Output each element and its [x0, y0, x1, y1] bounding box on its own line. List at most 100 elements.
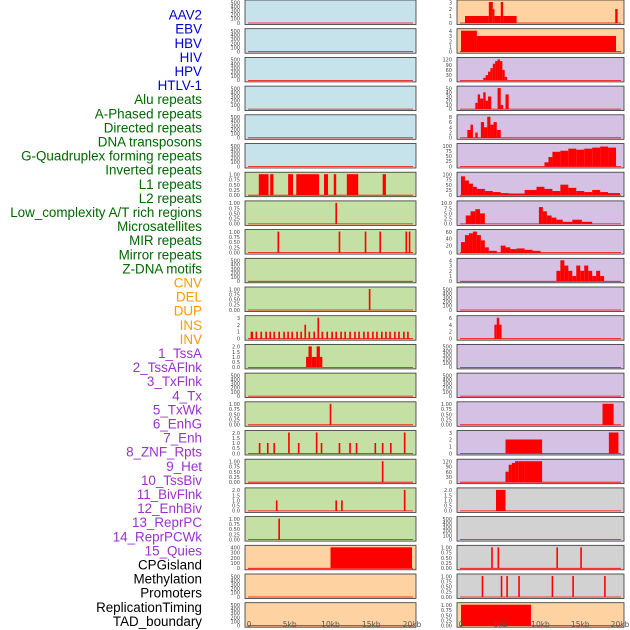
left-y-tick-label: 400	[230, 62, 240, 68]
right-data-bar	[480, 213, 485, 224]
left-data-bar	[278, 331, 280, 339]
left-y-tick-label: 300	[230, 37, 240, 43]
right-panel-background	[456, 57, 625, 83]
right-y-tick-label: 120	[442, 58, 452, 64]
track-label: Microsatellites	[117, 219, 202, 234]
left-y-tick-label: 0.00	[229, 537, 240, 543]
right-y-tick-label: 5.0	[444, 211, 452, 217]
left-y-tick-label: 0	[237, 337, 240, 343]
right-y-tick-label: 2	[449, 438, 452, 444]
left-y-tick-label: 0.5	[232, 446, 240, 452]
right-y-tick-label: 100	[442, 304, 452, 310]
right-y-tick-label: 0	[449, 480, 452, 486]
left-y-tick-label: 200	[230, 386, 240, 392]
right-data-bar	[468, 233, 473, 253]
right-y-tick-label: 200	[442, 529, 452, 535]
right-data-bar	[467, 129, 471, 138]
right-y-tick-label: 20	[446, 99, 452, 105]
right-y-tick-label: 1.00	[441, 574, 452, 580]
right-y-tick-label: 2	[449, 269, 452, 275]
right-y-tick-label: 50	[446, 183, 452, 189]
left-panel-background	[244, 372, 417, 399]
right-data-bar	[524, 461, 543, 483]
right-data-bar	[475, 132, 478, 138]
left-y-tick-label: 400	[230, 546, 240, 552]
right-data-bar	[484, 247, 489, 253]
right-data-bar	[461, 30, 477, 52]
right-data-bar	[500, 245, 506, 253]
track-label: CNV	[174, 276, 202, 291]
right-data-bar	[476, 35, 617, 52]
left-y-tick-label: 300	[230, 583, 240, 589]
left-y-tick-label: 300	[230, 123, 240, 129]
right-data-bar	[576, 149, 585, 167]
left-data-bar	[304, 324, 307, 339]
right-data-bar	[497, 88, 501, 110]
right-data-bar	[488, 96, 492, 110]
left-data-bar	[306, 356, 309, 368]
left-y-tick-label: 300	[230, 66, 240, 72]
track-label: INS	[180, 318, 202, 333]
track-label: DUP	[174, 304, 202, 319]
left-y-tick-label: 1.0	[232, 441, 240, 447]
right-data-bar	[524, 189, 537, 196]
left-y-tick-label: 400	[230, 263, 240, 269]
left-data-bar	[405, 231, 408, 253]
left-y-tick-label: 0.25	[229, 303, 240, 309]
left-y-tick-label: 500	[230, 115, 240, 121]
left-data-bar	[407, 331, 409, 339]
track-label: DEL	[176, 290, 202, 305]
left-y-tick-label: 1.00	[229, 402, 240, 408]
left-y-tick-label: 0.00	[229, 193, 240, 199]
left-data-bar	[389, 331, 391, 339]
left-y-tick-label: 100	[230, 591, 240, 597]
left-panel-column: 5004003002001000500400300200100050040030…	[229, 0, 417, 630]
right-data-bar	[580, 547, 582, 569]
left-y-tick-label: 500	[230, 144, 240, 150]
right-y-tick-label: 300	[442, 382, 452, 388]
left-y-tick-label: 1	[237, 330, 240, 336]
left-data-bar	[349, 331, 351, 339]
right-y-tick-label: 2	[449, 39, 452, 45]
left-y-tick-label: 1.00	[229, 173, 240, 179]
left-panel-background	[244, 28, 417, 54]
right-y-tick-label: 0.25	[441, 561, 452, 567]
track-label: HTLV-1	[158, 78, 202, 93]
right-y-tick-label: 3	[449, 264, 452, 270]
right-y-tick-label: 400	[442, 349, 452, 355]
left-y-tick-label: 1.5	[232, 350, 240, 356]
right-y-tick-label: 0.75	[441, 407, 452, 413]
left-y-tick-label: 300	[230, 152, 240, 158]
right-data-bar	[491, 547, 493, 569]
right-data-bar	[532, 250, 541, 253]
right-data-bar	[483, 77, 486, 81]
left-data-bar	[403, 489, 406, 511]
right-y-tick-label: 2.0	[444, 488, 452, 494]
right-y-tick-label: 0.75	[441, 579, 452, 585]
right-data-bar	[490, 68, 493, 81]
right-y-tick-label: 10	[446, 103, 452, 109]
left-y-tick-label: 0.50	[229, 412, 240, 418]
right-data-bar	[502, 69, 505, 81]
left-y-tick-label: 300	[230, 95, 240, 101]
right-y-tick-label: 0.0	[444, 222, 452, 228]
right-data-bar	[488, 71, 491, 81]
right-data-bar	[552, 191, 561, 196]
right-y-tick-label: 0.00	[441, 595, 452, 601]
left-data-bar	[320, 443, 323, 454]
right-y-tick-label: 4	[449, 29, 452, 35]
right-data-bar	[544, 162, 549, 167]
left-y-tick-label: 400	[230, 148, 240, 154]
left-data-bar	[258, 443, 261, 454]
right-x-tick-label: 20kb	[611, 620, 630, 629]
left-y-tick-label: 0	[237, 164, 240, 170]
left-y-tick-label: 0.00	[229, 423, 240, 429]
right-data-bar	[592, 189, 601, 196]
left-y-tick-label: 300	[230, 611, 240, 617]
left-data-bar	[270, 174, 274, 196]
left-y-tick-label: 0	[237, 78, 240, 84]
right-y-tick-label: 200	[442, 386, 452, 392]
left-data-bar	[277, 231, 280, 253]
right-y-tick-label: 10.0	[441, 201, 452, 207]
right-y-tick-label: 300	[442, 353, 452, 359]
